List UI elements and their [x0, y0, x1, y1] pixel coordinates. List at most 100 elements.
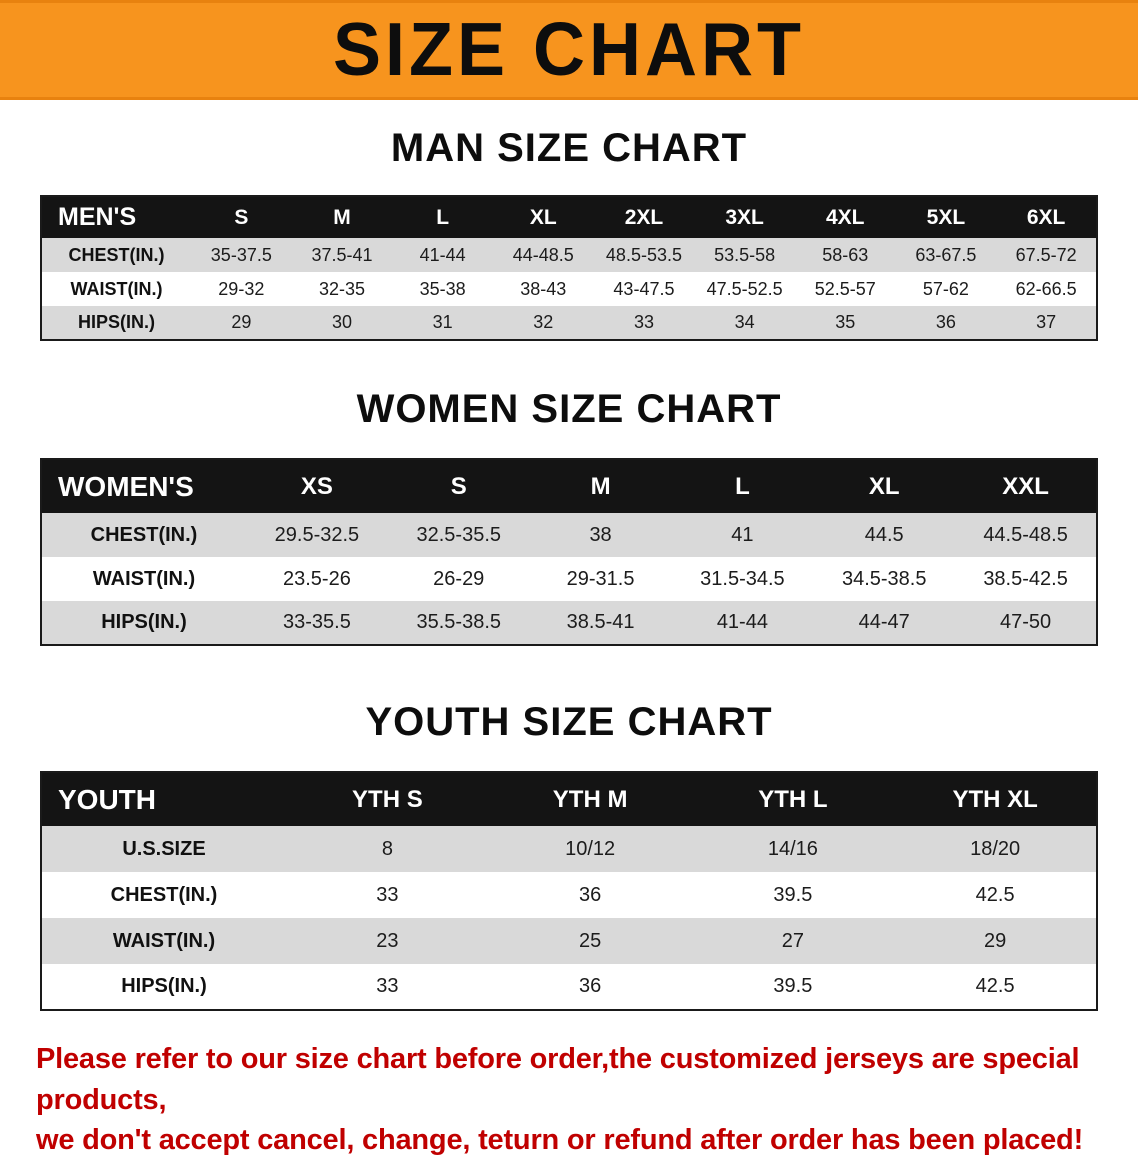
size-header-cell: M	[590, 472, 611, 500]
row-label-cell: WAIST(IN.)	[70, 278, 163, 299]
value-cell: 42.5	[975, 883, 1015, 906]
women-section: WOMEN SIZE CHART WOMEN'S XS S M L XL XXL CHEST…	[0, 387, 1138, 646]
value-cell: 8	[381, 837, 393, 860]
value-cell: 23.5-26	[282, 567, 351, 590]
value-cell: 44-47	[858, 611, 910, 633]
value-cell: 35	[835, 312, 856, 332]
value-cell: 26-29	[433, 567, 485, 590]
value-cell: 53.5-58	[714, 244, 776, 265]
value-cell: 38	[589, 523, 612, 546]
value-cell: 43-47.5	[613, 278, 675, 299]
value-cell: 35-38	[419, 278, 466, 299]
value-cell: 41	[731, 523, 754, 546]
value-cell: 31	[432, 312, 453, 332]
size-header-cell: XS	[300, 472, 333, 500]
measurement-row: WAIST(IN.) 29-32 32-35 35-38 38-43 43-47.5 47.…	[41, 272, 1097, 306]
men-section: MAN SIZE CHART MEN'S S M L XL 2XL 3XL 4XL 5XL 6XL…	[0, 126, 1138, 341]
value-cell: 35-37.5	[210, 244, 272, 265]
measurement-row: CHEST(IN.) 29.5-32.5 32.5-35.5 38 41 44.5 44.5…	[41, 513, 1097, 557]
measurement-row: HIPS(IN.) 29 30 31 32 33 34 35 36 37	[41, 306, 1097, 340]
measurement-row: CHEST(IN.) 35-37.5 37.5-41 41-44 44-48.5 48.5…	[41, 238, 1097, 272]
value-cell: 36	[579, 883, 602, 906]
measurement-row: WAIST(IN.) 23 25 27 29	[41, 918, 1097, 964]
men-size-table: MEN'S S M L XL 2XL 3XL 4XL 5XL 6XL CHEST(IN.) 35-3…	[40, 195, 1098, 341]
size-header-cell: YTH S	[352, 785, 423, 813]
value-cell: 58-63	[822, 244, 869, 265]
value-cell: 52.5-57	[814, 278, 876, 299]
value-cell: 34	[734, 312, 755, 332]
page-title: SIZE CHART	[333, 8, 805, 93]
value-cell: 14/16	[767, 837, 818, 860]
value-cell: 38.5-41	[566, 611, 635, 633]
table-title-cell: YOUTH	[58, 783, 156, 815]
row-label-cell: HIPS(IN.)	[77, 312, 155, 332]
size-header-cell: 2XL	[624, 205, 664, 229]
youth-section-heading: YOUTH SIZE CHART	[365, 700, 773, 744]
value-cell: 30	[331, 312, 352, 332]
men-section-heading: MAN SIZE CHART	[390, 126, 748, 170]
women-section-heading: WOMEN SIZE CHART	[356, 387, 782, 431]
value-cell: 25	[579, 929, 602, 952]
size-header-cell: YTH L	[758, 785, 828, 813]
table-title-cell: WOMEN'S	[58, 470, 194, 502]
row-label-cell: U.S.SIZE	[122, 837, 206, 860]
measurement-row: HIPS(IN.) 33 36 39.5 42.5	[41, 964, 1097, 1010]
measurement-row: CHEST(IN.) 33 36 39.5 42.5	[41, 872, 1097, 918]
notice-line-2: we don't accept cancel, change, teturn o…	[36, 1124, 1084, 1157]
value-cell: 47-50	[999, 611, 1052, 633]
size-header-cell: 4XL	[826, 205, 865, 229]
value-cell: 36	[579, 975, 602, 997]
value-cell: 33	[376, 883, 399, 906]
value-cell: 32-35	[318, 278, 365, 299]
size-header-cell: L	[735, 472, 750, 500]
size-header-cell: XL	[529, 205, 557, 229]
value-cell: 62-66.5	[1015, 278, 1077, 299]
value-cell: 27	[781, 929, 804, 952]
value-cell: 67.5-72	[1015, 244, 1077, 265]
value-cell: 29	[231, 312, 252, 332]
orange-banner: SIZE CHART	[0, 0, 1138, 100]
size-header-cell: XL	[868, 472, 900, 500]
value-cell: 38-43	[520, 278, 567, 299]
value-cell: 29	[984, 929, 1007, 952]
size-header-cell: 6XL	[1026, 205, 1066, 229]
value-cell: 41-44	[716, 611, 768, 633]
youth-section: YOUTH SIZE CHART YOUTH YTH S YTH M YTH L YTH…	[0, 700, 1138, 1011]
value-cell: 29.5-32.5	[274, 523, 360, 546]
men-table-body: CHEST(IN.) 35-37.5 37.5-41 41-44 44-48.5 48.5…	[41, 238, 1097, 340]
value-cell: 31.5-34.5	[700, 567, 785, 590]
row-label-cell: CHEST(IN.)	[68, 244, 165, 265]
size-header-cell: XXL	[1002, 472, 1049, 500]
table-title-cell: MEN'S	[58, 203, 137, 231]
value-cell: 23	[376, 929, 399, 952]
value-cell: 33	[376, 975, 399, 997]
value-cell: 33-35.5	[282, 611, 351, 633]
men-header-row: MEN'S S M L XL 2XL 3XL 4XL 5XL 6XL	[41, 196, 1097, 238]
women-table-body: CHEST(IN.) 29.5-32.5 32.5-35.5 38 41 44.5 44.5…	[41, 513, 1097, 645]
value-cell: 32	[533, 312, 554, 332]
value-cell: 35.5-38.5	[416, 611, 501, 633]
size-header-cell: 5XL	[926, 205, 966, 229]
value-cell: 42.5	[975, 975, 1015, 997]
value-cell: 29-32	[218, 278, 265, 299]
row-label-cell: HIPS(IN.)	[121, 975, 207, 997]
women-size-table: WOMEN'S XS S M L XL XXL CHEST(IN.) 29.5-32.5 32.…	[40, 458, 1098, 646]
women-header-row: WOMEN'S XS S M L XL XXL	[41, 459, 1097, 513]
value-cell: 29-31.5	[566, 567, 635, 590]
value-cell: 10/12	[565, 837, 616, 860]
measurement-row: WAIST(IN.) 23.5-26 26-29 29-31.5 31.5-34.5 34…	[41, 557, 1097, 601]
size-header-cell: YTH XL	[952, 785, 1038, 813]
value-cell: 36	[935, 312, 956, 332]
value-cell: 44-48.5	[512, 244, 574, 265]
youth-size-table: YOUTH YTH S YTH M YTH L YTH XL U.S.SIZE 8 10/1…	[40, 771, 1098, 1011]
value-cell: 32.5-35.5	[416, 523, 501, 546]
value-cell: 38.5-42.5	[983, 567, 1068, 590]
size-header-cell: S	[234, 205, 249, 229]
row-label-cell: WAIST(IN.)	[112, 929, 216, 952]
measurement-row: U.S.SIZE 8 10/12 14/16 18/20	[41, 826, 1097, 872]
value-cell: 48.5-53.5	[605, 244, 682, 265]
size-header-cell: S	[450, 472, 467, 500]
value-cell: 63-67.5	[915, 244, 977, 265]
value-cell: 33	[633, 312, 654, 332]
